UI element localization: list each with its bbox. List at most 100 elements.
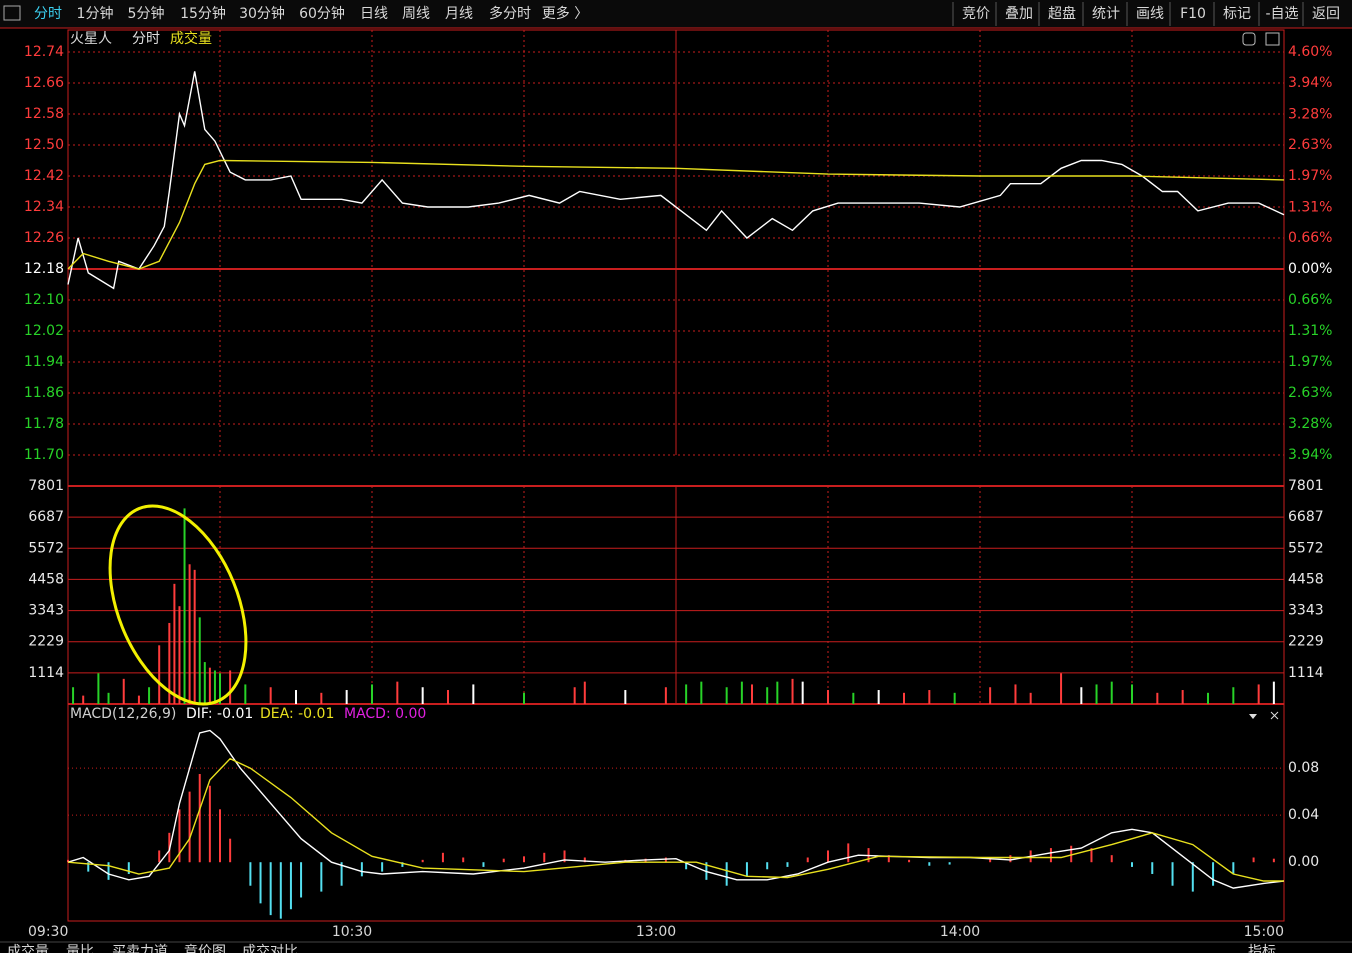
toolbar-tab[interactable]: 多分时 xyxy=(489,5,531,22)
toolbar-tab[interactable]: 60分钟 xyxy=(299,5,345,22)
y2-tick-label: 3.94% xyxy=(1288,447,1332,463)
volume-bar xyxy=(137,695,140,704)
volume-bar xyxy=(219,673,221,704)
toolbar-button[interactable]: 返回 xyxy=(1312,6,1340,22)
volume-bar xyxy=(168,622,171,704)
layout-button[interactable] xyxy=(1265,32,1280,46)
volume-bar xyxy=(801,681,804,704)
toolbar-tab[interactable]: 周线 xyxy=(402,6,430,22)
volume-bar xyxy=(122,678,125,704)
volume-bar xyxy=(1207,692,1209,704)
toolbar-button[interactable]: 画线 xyxy=(1136,6,1164,22)
bottom-tab[interactable]: 买卖力道 xyxy=(112,944,168,953)
toolbar-button[interactable]: F10 xyxy=(1180,6,1206,22)
series-line xyxy=(67,757,1284,882)
volume-bar xyxy=(523,692,525,704)
toolbar-tab[interactable]: 分时 xyxy=(34,6,62,22)
menu-icon[interactable] xyxy=(3,5,21,21)
volume-bar xyxy=(791,678,794,704)
volume-bar xyxy=(583,681,586,704)
bottom-tab[interactable]: 指标 xyxy=(1248,944,1276,953)
y-tick-label: 12.26 xyxy=(24,230,64,246)
y-tick-label: 11.86 xyxy=(24,385,64,401)
y-tick-label: 0.00 xyxy=(1288,854,1319,870)
y-tick-label-right: 3343 xyxy=(1288,603,1324,619)
volume-bar xyxy=(1181,690,1184,704)
volume-bar xyxy=(371,684,373,704)
y-tick-label: 12.02 xyxy=(24,323,64,339)
toolbar-button[interactable]: 超盘 xyxy=(1048,5,1076,22)
series-line xyxy=(67,159,1285,270)
bottom-tab[interactable]: 竞价图 xyxy=(184,943,226,953)
volume-bar xyxy=(1131,684,1133,704)
y2-tick-label: 2.63% xyxy=(1288,137,1332,153)
volume-bar xyxy=(1257,684,1260,704)
volume-bar xyxy=(953,692,956,704)
close-icon[interactable] xyxy=(1270,711,1279,720)
toolbar-button[interactable]: -自选 xyxy=(1265,6,1298,22)
toolbar-button[interactable]: 叠加 xyxy=(1005,6,1033,22)
volume-bar xyxy=(1029,692,1032,704)
y-tick-label-right: 4458 xyxy=(1288,571,1324,587)
volume-bar xyxy=(97,673,100,704)
volume-bar xyxy=(203,662,206,704)
y-tick-label-right: 2229 xyxy=(1288,634,1324,650)
toolbar-button[interactable]: 竞价 xyxy=(962,5,990,22)
toolbar-tab[interactable]: 更多 〉 xyxy=(542,5,588,22)
volume-bar xyxy=(1272,681,1275,704)
zoom-button[interactable] xyxy=(1242,32,1256,46)
y-tick-label: 12.18 xyxy=(24,261,64,277)
volume-bar xyxy=(740,681,743,704)
y2-tick-label: 0.66% xyxy=(1288,292,1332,308)
y-tick-label: 12.10 xyxy=(24,292,64,308)
toolbar-tab[interactable]: 日线 xyxy=(360,6,388,22)
toolbar-tab[interactable]: 5分钟 xyxy=(128,5,165,22)
y-tick-label: 12.42 xyxy=(24,168,64,184)
y2-tick-label: 4.60% xyxy=(1288,44,1332,60)
y-tick-label: 12.58 xyxy=(24,106,64,122)
x-tick-label: 15:00 xyxy=(1244,924,1284,940)
volume-bar xyxy=(1156,692,1159,704)
bottom-tab[interactable]: 成交对比 xyxy=(242,943,298,953)
volume-bar xyxy=(82,695,85,704)
volume-bar xyxy=(664,687,667,704)
volume-bar xyxy=(989,687,992,704)
series-line xyxy=(67,71,1285,290)
volume-bar xyxy=(685,684,688,704)
volume-bar xyxy=(776,681,779,704)
volume-bar xyxy=(573,687,576,704)
y2-tick-label: 1.97% xyxy=(1288,354,1332,370)
y-tick-label: 4458 xyxy=(28,571,64,587)
stock-name: 火星人 xyxy=(70,31,112,47)
highlight-ellipse xyxy=(108,504,248,706)
y2-tick-label: 0.00% xyxy=(1288,261,1332,277)
y-tick-label: 6687 xyxy=(28,509,64,525)
volume-bar xyxy=(198,617,201,704)
toolbar-button[interactable]: 统计 xyxy=(1092,6,1120,22)
volume-bar xyxy=(766,687,769,704)
toolbar-tab[interactable]: 15分钟 xyxy=(180,5,226,22)
y-tick-label-right: 6687 xyxy=(1288,509,1324,525)
bottom-tab[interactable]: 成交量 xyxy=(7,943,49,953)
y2-tick-label: 3.94% xyxy=(1288,75,1332,91)
toolbar-tab[interactable]: 30分钟 xyxy=(239,5,285,22)
toolbar-button[interactable]: 标记 xyxy=(1223,6,1251,22)
x-tick-label: 13:00 xyxy=(636,924,676,940)
volume-bar xyxy=(1232,687,1235,704)
toolbar-tab[interactable]: 1分钟 xyxy=(77,5,114,22)
y-tick-label-right: 5572 xyxy=(1288,540,1324,556)
volume-bar xyxy=(624,690,627,704)
x-tick-label: 09:30 xyxy=(28,924,68,940)
volume-bar xyxy=(320,692,323,704)
bottom-tab[interactable]: 量比 xyxy=(66,944,94,953)
volume-bar xyxy=(852,692,855,704)
volume-bar xyxy=(107,692,110,704)
toolbar-tab[interactable]: 月线 xyxy=(445,6,473,22)
y2-tick-label: 1.31% xyxy=(1288,199,1332,215)
y2-tick-label: 3.28% xyxy=(1288,106,1332,122)
volume-bar xyxy=(345,690,348,704)
macd-name: MACD(12,26,9) xyxy=(70,706,176,722)
dropdown-icon[interactable] xyxy=(1249,714,1257,719)
y-tick-label: 11.78 xyxy=(24,416,64,432)
